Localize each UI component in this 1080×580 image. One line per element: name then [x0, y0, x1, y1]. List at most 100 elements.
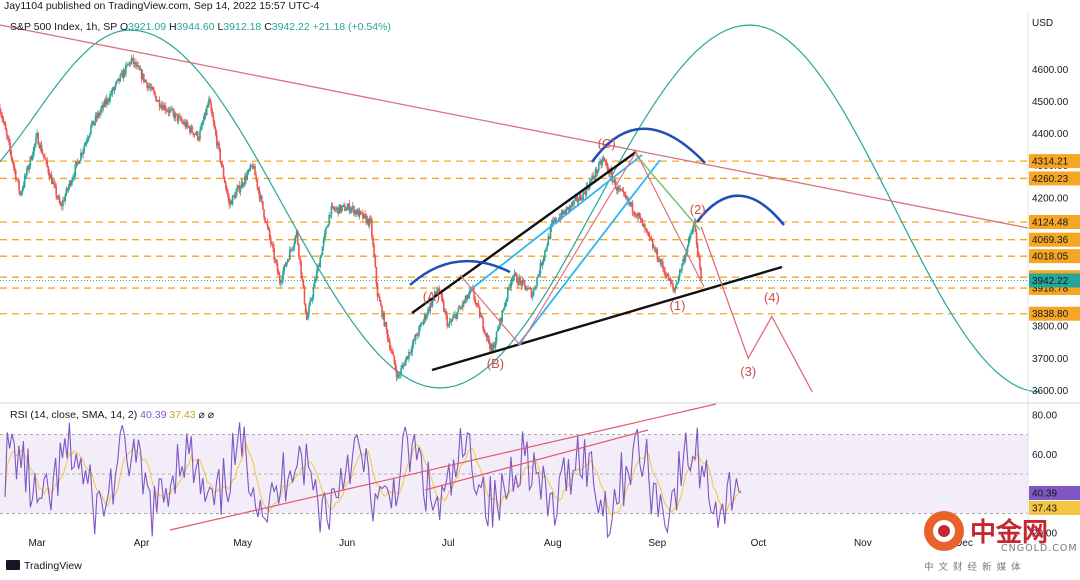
- price-level-tag: [1029, 249, 1080, 264]
- candle-body: [245, 176, 247, 180]
- candle-body: [89, 133, 91, 137]
- candle-body: [248, 169, 251, 171]
- candle-body: [317, 265, 319, 271]
- candle-body: [584, 192, 587, 195]
- candle-body: [398, 374, 400, 376]
- candle-body: [75, 161, 78, 166]
- candle-body: [72, 177, 74, 181]
- x-tick-label: Sep: [648, 538, 666, 549]
- candle-body: [225, 182, 227, 189]
- candle-body: [395, 369, 398, 378]
- candle-body: [563, 211, 565, 214]
- candle-body: [629, 202, 632, 206]
- candle-body: [222, 167, 225, 178]
- candle-body: [62, 200, 64, 207]
- candle-body: [249, 164, 252, 170]
- candle-body: [403, 364, 406, 366]
- candle-body: [292, 246, 295, 250]
- candle-body: [428, 308, 430, 311]
- candle-body: [78, 160, 81, 164]
- candle-body: [234, 195, 236, 199]
- candle-body: [313, 280, 316, 288]
- candle-body: [441, 297, 444, 302]
- candle-body: [187, 126, 190, 128]
- candle-body: [281, 279, 283, 283]
- candle-body: [555, 218, 557, 223]
- candle-body: [154, 92, 156, 96]
- candle-body: [96, 113, 99, 119]
- candle-body: [529, 288, 532, 290]
- candle-body: [642, 224, 645, 227]
- candle-body: [16, 179, 18, 181]
- candle-body: [501, 310, 504, 322]
- candle-body: [168, 109, 171, 113]
- candle-body: [598, 162, 600, 171]
- candle-body: [83, 145, 86, 151]
- candle-body: [542, 257, 545, 262]
- candle-body: [287, 259, 290, 261]
- candle-body: [144, 80, 146, 82]
- candle-body: [667, 273, 670, 281]
- rsi-value-label: 40.39: [1032, 488, 1057, 499]
- candle-body: [459, 307, 462, 309]
- candle-body: [568, 205, 571, 211]
- candle-body: [373, 244, 375, 257]
- y-tick-label: 4200.00: [1032, 193, 1069, 204]
- candle-body: [508, 287, 510, 288]
- candle-body: [205, 107, 208, 115]
- candle-body: [213, 122, 216, 129]
- candle-body: [411, 344, 414, 352]
- candle-body: [668, 278, 671, 281]
- wave-connector-2: [519, 151, 637, 346]
- candle-body: [214, 128, 217, 135]
- candle-body: [380, 301, 382, 306]
- candle-body: [132, 57, 135, 65]
- candle-body: [486, 335, 489, 338]
- candle-body: [453, 315, 455, 318]
- candle-body: [442, 301, 445, 312]
- candle-body: [504, 301, 507, 307]
- candle-body: [651, 241, 654, 249]
- candle-body: [73, 175, 75, 178]
- candle-body: [692, 226, 694, 232]
- y-tick-label: 4600.00: [1032, 65, 1069, 76]
- candle-body: [657, 259, 660, 262]
- candle-body: [65, 188, 68, 196]
- candle-body: [265, 222, 268, 223]
- candle-body: [282, 271, 284, 280]
- candle-body: [68, 181, 71, 187]
- candle-body: [601, 160, 603, 165]
- candle-body: [331, 206, 334, 208]
- header-part: S&P 500 Index, 1h, SP: [10, 21, 120, 33]
- price-level-tag: [1029, 232, 1080, 247]
- lower-wedge-line: [431, 265, 783, 372]
- candle-body: [210, 103, 213, 111]
- candle-body: [587, 188, 590, 190]
- candle-body: [49, 175, 52, 178]
- candle-body: [514, 272, 517, 275]
- candle-body: [44, 157, 46, 160]
- candle-body: [457, 307, 460, 312]
- candle-body: [108, 100, 110, 102]
- candle-body: [599, 161, 601, 163]
- candle-body: [548, 236, 551, 239]
- candle-body: [349, 209, 352, 212]
- candle-body: [38, 144, 41, 148]
- candle-body: [178, 116, 181, 118]
- candle-body: [175, 113, 178, 115]
- candle-body: [18, 181, 20, 192]
- candle-body: [455, 314, 457, 319]
- candle-body: [502, 309, 505, 311]
- price-level-label: 4260.23: [1032, 174, 1069, 185]
- candle-body: [250, 164, 253, 167]
- candle-body: [423, 314, 426, 321]
- candle-body: [263, 209, 265, 218]
- candle-body: [4, 124, 7, 131]
- candle-body: [691, 231, 693, 235]
- candle-body: [422, 320, 425, 324]
- candle-body: [208, 98, 210, 106]
- rsi-tick-label: 60.00: [1032, 450, 1057, 461]
- candle-body: [347, 204, 350, 208]
- candle-body: [14, 169, 17, 180]
